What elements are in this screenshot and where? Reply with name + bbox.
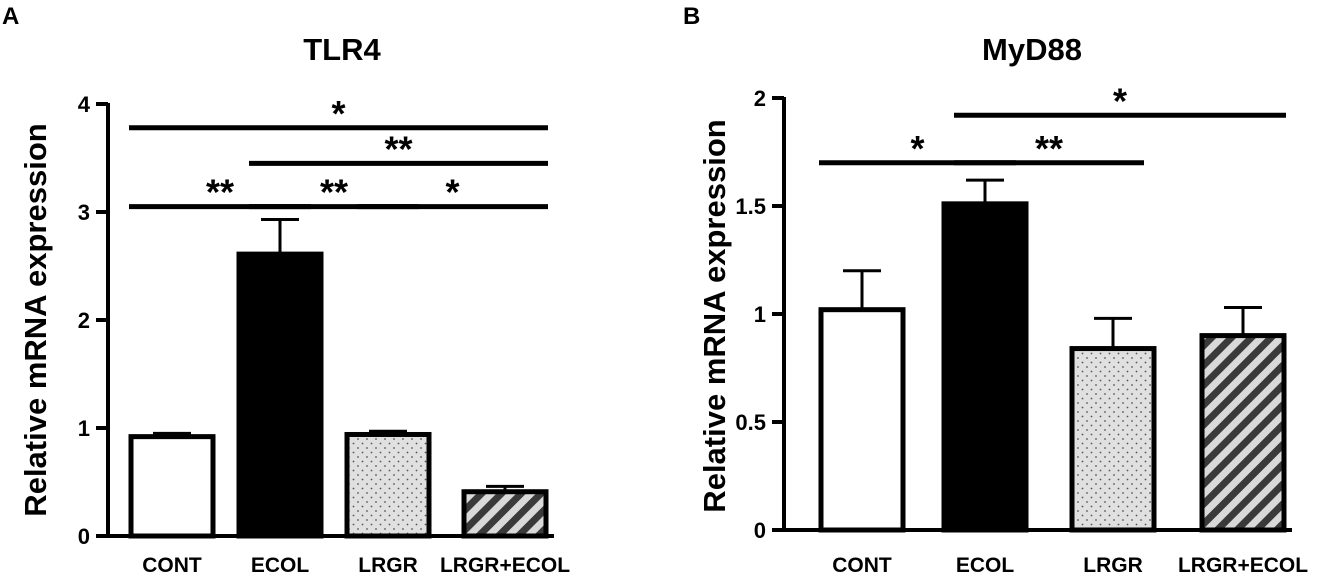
x-tick-label: LRGR (358, 554, 418, 577)
y-tick-label: 1 (754, 302, 766, 327)
y-tick-label: 4 (78, 92, 91, 117)
x-tick-label: LRGR+ECOL (1178, 554, 1308, 577)
significance-label: * (1113, 80, 1127, 121)
y-tick-label: 0.5 (735, 410, 766, 435)
x-tick-label: CONT (832, 554, 892, 577)
y-tick-label: 1 (78, 416, 90, 441)
chart-title: MyD88 (982, 32, 1082, 67)
panel-label: A (2, 3, 19, 30)
chart-title: TLR4 (303, 32, 381, 67)
chart-panel-b: B MyD88 Relative mRNA expression 0 0.5 1 1.… (683, 3, 1308, 577)
y-tick-label: 3 (78, 200, 90, 225)
chart-panel-a: A TLR4 Relative mRNA expression 0 1 2 3 4 CON… (2, 3, 570, 577)
bar (818, 307, 906, 533)
significance-label: ** (1035, 128, 1063, 169)
significance-label: ** (206, 172, 234, 213)
bar (461, 489, 549, 539)
significance-label: * (910, 128, 924, 169)
x-tick-label: ECOL (251, 554, 310, 577)
significance-label: * (331, 93, 345, 134)
x-tick-label: LRGR (1083, 554, 1143, 577)
bar (941, 201, 1029, 533)
bar (1199, 333, 1287, 533)
y-tick-label: 2 (78, 308, 90, 333)
y-axis-label: Relative mRNA expression (18, 123, 53, 516)
significance-label: ** (384, 128, 412, 169)
x-tick-label: LRGR+ECOL (440, 554, 570, 577)
y-tick-label: 0 (78, 524, 90, 549)
y-axis-label: Relative mRNA expression (697, 119, 732, 512)
bar (128, 434, 216, 539)
panel-label: B (683, 3, 700, 30)
bar (236, 251, 324, 539)
x-tick-label: ECOL (956, 554, 1015, 577)
bar (1069, 346, 1157, 533)
significance-label: ** (320, 172, 348, 213)
y-tick-label: 2 (754, 86, 766, 111)
significance-label: * (445, 172, 459, 213)
y-tick-label: 1.5 (735, 194, 766, 219)
x-tick-label: CONT (142, 554, 202, 577)
y-tick-label: 0 (754, 518, 766, 543)
bar (344, 431, 432, 539)
